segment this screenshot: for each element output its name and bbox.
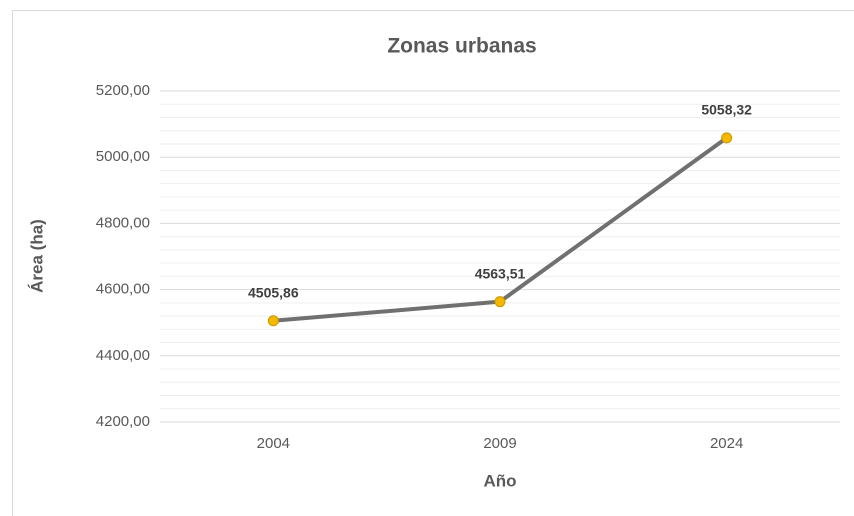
y-tick-label: 5200,00 — [96, 82, 150, 99]
x-tick-label: 2009 — [483, 435, 516, 452]
data-label: 4563,51 — [475, 265, 526, 281]
y-tick-label: 4800,00 — [96, 214, 150, 231]
y-tick-label: 5000,00 — [96, 148, 150, 165]
x-tick-label: 2024 — [710, 435, 743, 452]
marker — [721, 132, 733, 144]
x-tick-label: 2004 — [257, 435, 290, 452]
y-tick-label: 4600,00 — [96, 281, 150, 298]
data-label: 5058,32 — [701, 102, 752, 118]
x-axis-label: Año — [483, 471, 516, 490]
marker — [267, 315, 279, 327]
data-label: 4505,86 — [248, 284, 299, 300]
y-tick-label: 4200,00 — [96, 413, 150, 430]
chart-title: Zonas urbanas — [387, 35, 536, 58]
y-axis-label: Área (ha) — [27, 219, 46, 293]
marker — [494, 296, 506, 308]
y-tick-label: 4400,00 — [96, 347, 150, 364]
